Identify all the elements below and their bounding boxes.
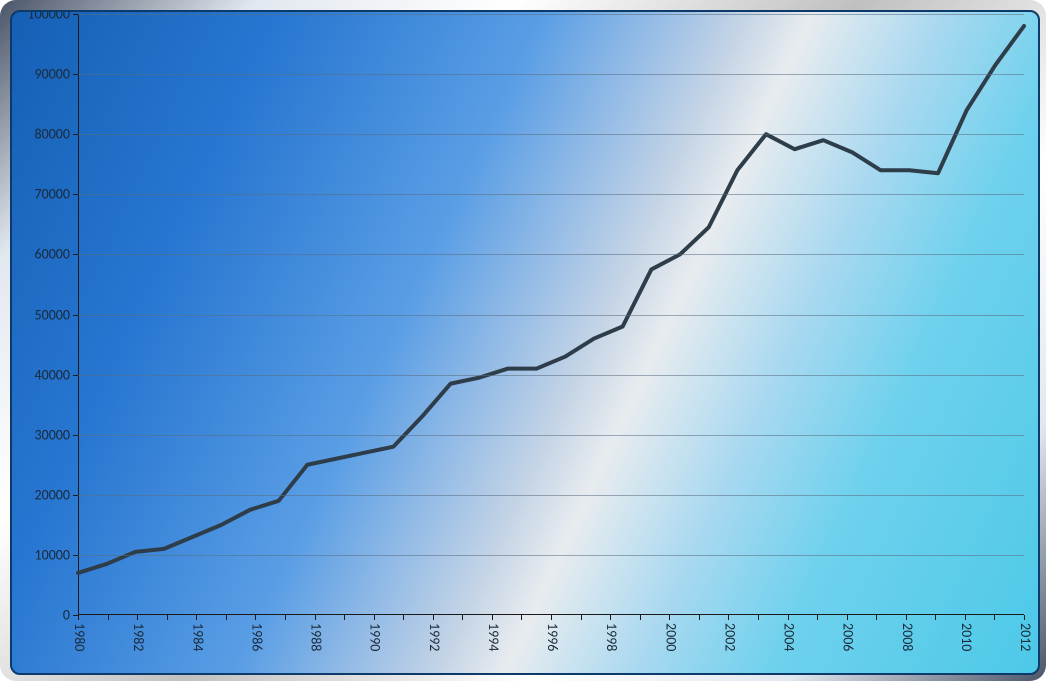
x-tick-mark — [521, 615, 522, 620]
y-tick-label: 60000 — [35, 246, 70, 263]
x-tick-label: 2000 — [662, 623, 679, 651]
x-tick-label: 1980 — [71, 623, 88, 651]
x-tick-label: 1984 — [189, 623, 206, 651]
x-tick-mark — [78, 615, 79, 620]
gridline-y — [78, 495, 1024, 496]
y-tick-label: 70000 — [35, 186, 70, 203]
x-tick-label: 2010 — [958, 623, 975, 651]
gridline-y — [78, 254, 1024, 255]
x-tick-label: 1982 — [130, 623, 147, 651]
x-tick-label: 1988 — [308, 623, 325, 651]
x-tick-label: 2002 — [721, 623, 738, 651]
x-tick-label: 2004 — [781, 623, 798, 651]
y-tick-mark — [73, 194, 78, 195]
x-tick-mark — [403, 615, 404, 620]
x-tick-label: 1990 — [367, 623, 384, 651]
x-tick-mark — [758, 615, 759, 620]
x-tick-label: 1998 — [603, 623, 620, 651]
y-tick-mark — [73, 435, 78, 436]
x-tick-mark — [344, 615, 345, 620]
x-tick-mark — [640, 615, 641, 620]
x-tick-mark — [876, 615, 877, 620]
gridline-y — [78, 375, 1024, 376]
x-tick-mark — [1024, 615, 1025, 620]
y-tick-mark — [73, 14, 78, 15]
x-tick-mark — [462, 615, 463, 620]
gridline-y — [78, 194, 1024, 195]
x-tick-mark — [788, 615, 789, 620]
y-tick-mark — [73, 74, 78, 75]
y-tick-mark — [73, 134, 78, 135]
plot-area: 0100002000030000400005000060000700008000… — [78, 14, 1024, 615]
x-tick-mark — [847, 615, 848, 620]
chart-plot-bg: 0 10000 20000 30000 40000 50000 60000 70000 8000… — [10, 10, 1040, 675]
x-tick-mark — [935, 615, 936, 620]
y-tick-label: 100000 — [27, 10, 70, 23]
x-tick-label: 2008 — [899, 623, 916, 651]
y-tick-label: 30000 — [35, 426, 70, 443]
x-tick-label: 1994 — [485, 623, 502, 651]
series-line — [78, 26, 1024, 573]
y-tick-label: 10000 — [35, 546, 70, 563]
y-tick-label: 20000 — [35, 486, 70, 503]
x-tick-mark — [581, 615, 582, 620]
x-tick-mark — [699, 615, 700, 620]
x-tick-label: 1986 — [248, 623, 265, 651]
x-tick-label: 1996 — [544, 623, 561, 651]
x-tick-mark — [196, 615, 197, 620]
y-tick-mark — [73, 254, 78, 255]
gridline-y — [78, 555, 1024, 556]
x-tick-mark — [551, 615, 552, 620]
x-tick-mark — [994, 615, 995, 620]
x-tick-mark — [906, 615, 907, 620]
x-tick-label: 1992 — [426, 623, 443, 651]
gridline-y — [78, 74, 1024, 75]
x-tick-label: 2006 — [840, 623, 857, 651]
chart-frame: 0 10000 20000 30000 40000 50000 60000 70000 8000… — [0, 0, 1046, 681]
y-tick-label: 0 — [63, 607, 70, 624]
x-tick-mark — [610, 615, 611, 620]
gridline-y — [78, 134, 1024, 135]
y-tick-mark — [73, 495, 78, 496]
x-tick-mark — [965, 615, 966, 620]
x-tick-mark — [433, 615, 434, 620]
x-tick-mark — [728, 615, 729, 620]
gridline-y — [78, 14, 1024, 15]
x-tick-mark — [285, 615, 286, 620]
x-tick-mark — [669, 615, 670, 620]
x-tick-mark — [226, 615, 227, 620]
x-tick-mark — [817, 615, 818, 620]
gridline-y — [78, 435, 1024, 436]
x-tick-mark — [492, 615, 493, 620]
y-tick-label: 80000 — [35, 126, 70, 143]
y-tick-mark — [73, 315, 78, 316]
y-tick-mark — [73, 375, 78, 376]
x-tick-mark — [108, 615, 109, 620]
x-tick-mark — [255, 615, 256, 620]
x-tick-label: 2012 — [1017, 623, 1034, 651]
x-tick-mark — [374, 615, 375, 620]
y-tick-label: 40000 — [35, 366, 70, 383]
x-tick-mark — [167, 615, 168, 620]
x-tick-mark — [315, 615, 316, 620]
x-tick-mark — [137, 615, 138, 620]
gridline-y — [78, 315, 1024, 316]
y-tick-label: 50000 — [35, 306, 70, 323]
y-tick-label: 90000 — [35, 66, 70, 83]
y-tick-mark — [73, 555, 78, 556]
